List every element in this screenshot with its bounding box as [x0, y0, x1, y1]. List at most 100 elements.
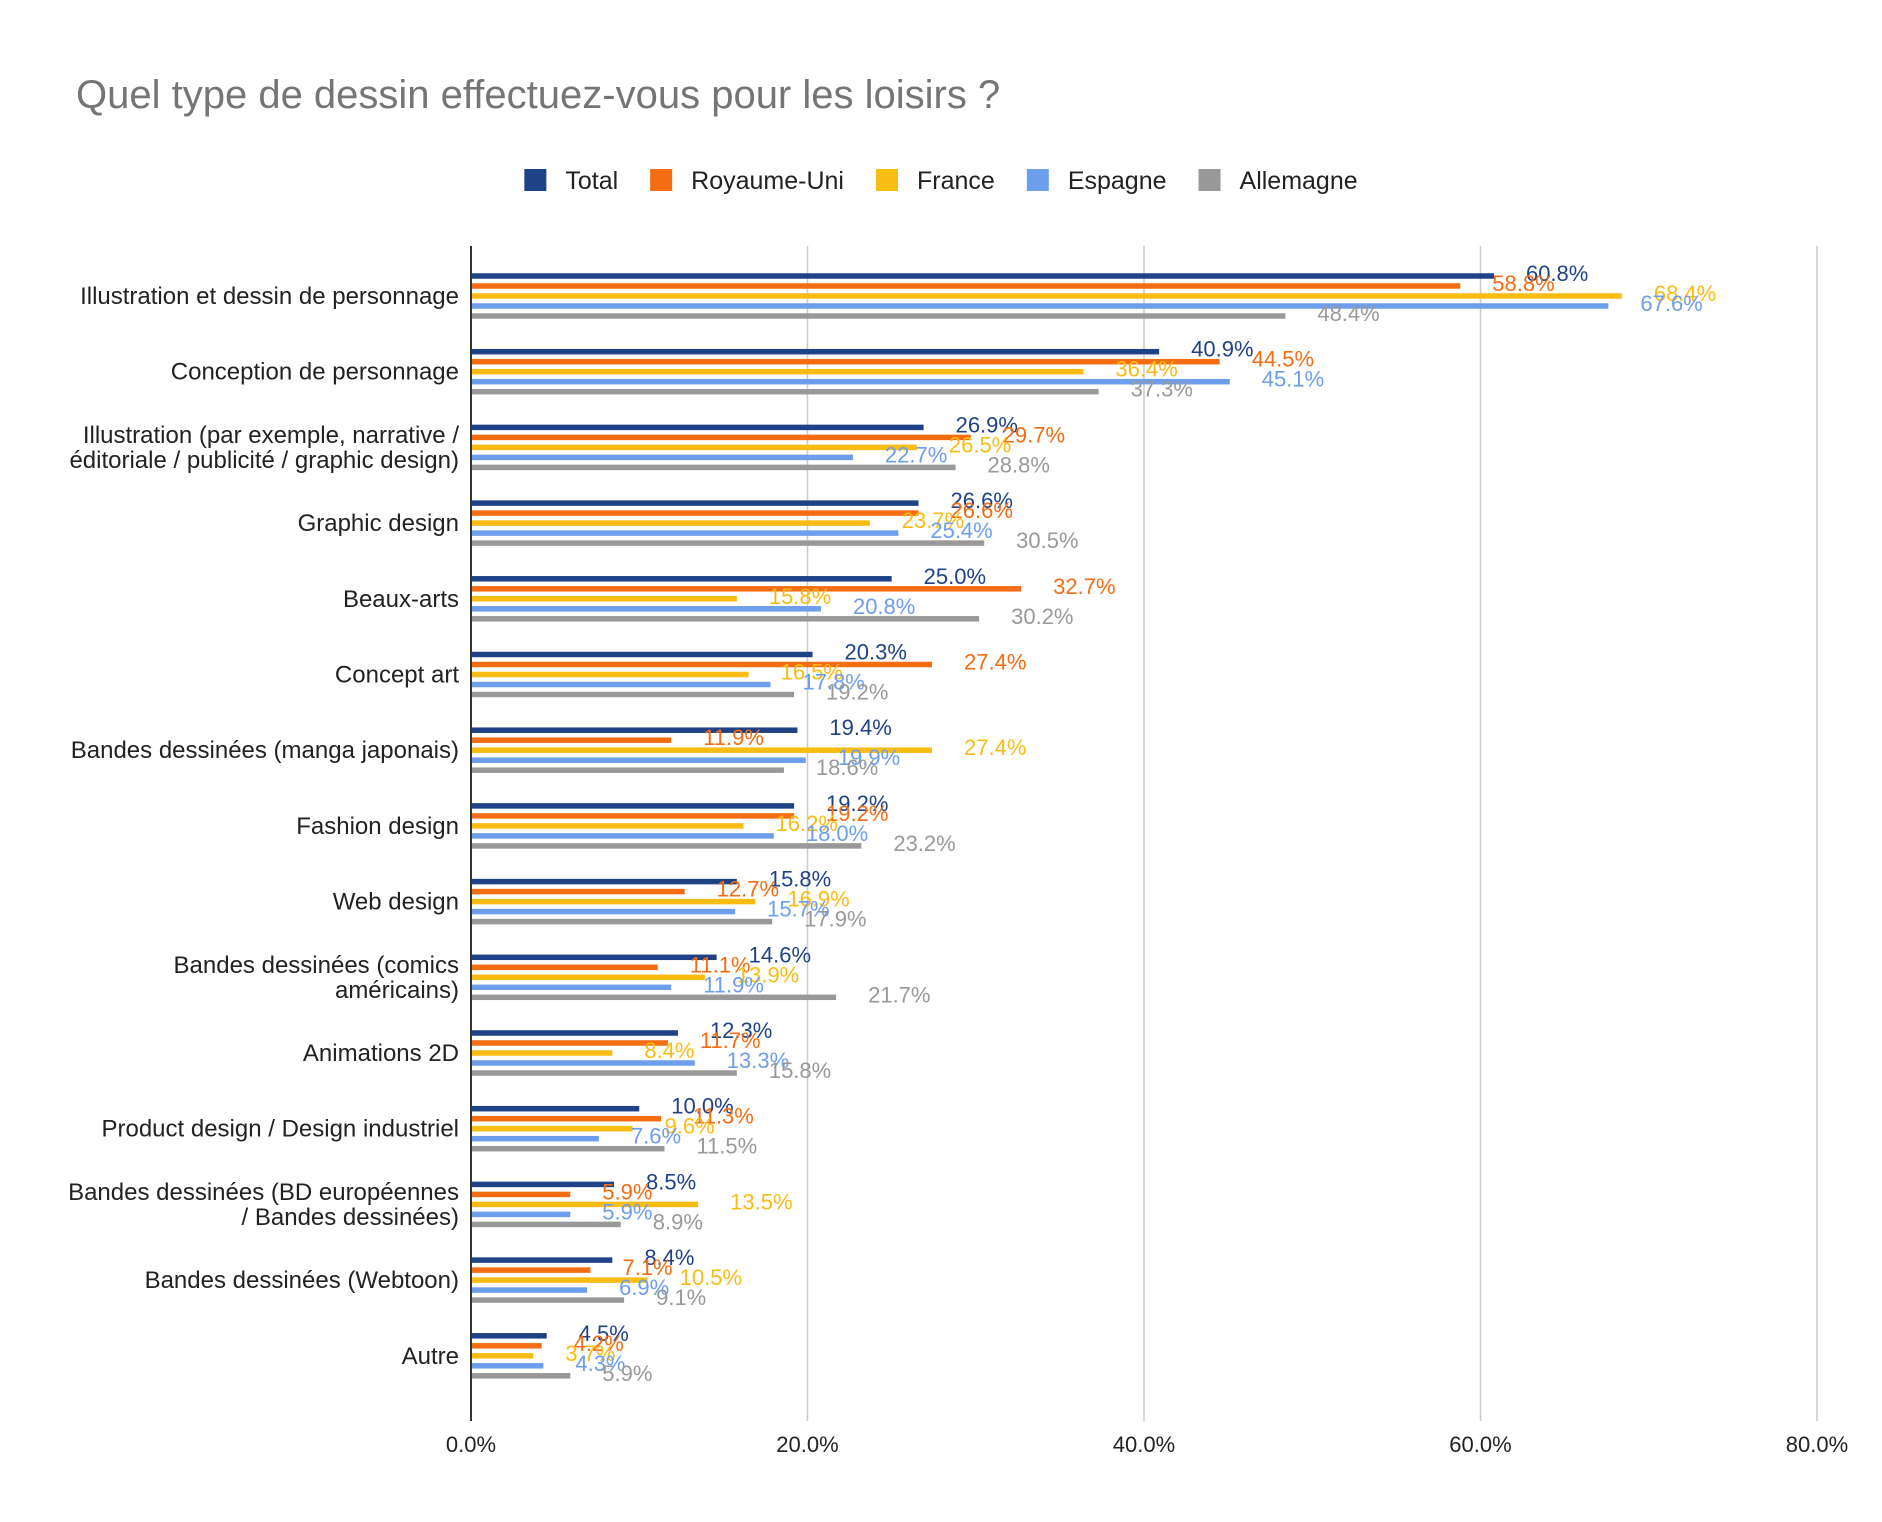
- bar: [471, 1030, 678, 1036]
- legend-label: France: [917, 167, 995, 195]
- bar: [471, 813, 795, 819]
- data-label: 58.8%: [1492, 271, 1554, 296]
- data-label: 40.9%: [1191, 337, 1253, 362]
- bar: [471, 313, 1286, 319]
- category-label: Web design: [333, 889, 459, 916]
- data-label: 26.9%: [956, 412, 1018, 437]
- data-label: 4.2%: [574, 1331, 624, 1356]
- bar: [471, 747, 933, 753]
- bar: [471, 898, 756, 905]
- data-label: 22.7%: [885, 442, 947, 467]
- bar: [471, 1040, 668, 1046]
- data-label: 20.3%: [845, 640, 907, 665]
- data-label: 19.4%: [829, 715, 891, 740]
- bars: [471, 273, 1622, 1379]
- data-label: 20.8%: [853, 594, 915, 619]
- category-label: Beaux-arts: [343, 586, 459, 613]
- x-tick-label: 80.0%: [1786, 1432, 1848, 1457]
- legend-item: Allemagne: [1198, 167, 1358, 195]
- legend-label: Royaume-Uni: [691, 167, 844, 195]
- data-label: 26.5%: [949, 432, 1011, 457]
- legend-swatch: [1026, 169, 1049, 191]
- data-label: 67.6%: [1640, 291, 1702, 316]
- legend-item: Espagne: [1026, 167, 1167, 195]
- bar: [471, 1373, 571, 1379]
- bar: [471, 1257, 613, 1263]
- bar: [471, 358, 1220, 365]
- bar: [471, 908, 736, 915]
- bar: [471, 1363, 544, 1369]
- category-label: Bandes dessinées (manga japonais): [71, 737, 459, 764]
- data-label: 15.7%: [767, 897, 829, 922]
- data-label: 37.3%: [1131, 377, 1193, 402]
- data-label: 11.3%: [693, 1104, 754, 1129]
- data-label: 11.1%: [690, 952, 751, 977]
- data-labels: 60.8%58.8% 68.4%67.6% 48.4% 40.9%44.5% 36.4%…: [565, 261, 1716, 1386]
- data-label: 19.2%: [826, 680, 888, 705]
- bar: [471, 520, 870, 526]
- category-label: / Bandes dessinées): [242, 1204, 459, 1231]
- data-label: 4.3%: [575, 1351, 625, 1376]
- bar: [471, 576, 892, 582]
- category-label: Bandes dessinées (comics: [174, 952, 459, 979]
- category-label: Illustration (par exemple, narrative /: [83, 422, 459, 449]
- bar: [471, 984, 672, 991]
- x-tick-label: 0.0%: [446, 1432, 496, 1457]
- data-label: 68.4%: [1654, 281, 1716, 306]
- data-label: 30.5%: [1016, 528, 1078, 553]
- bar: [471, 994, 837, 1001]
- bar: [471, 424, 924, 431]
- data-label: 23.2%: [893, 831, 955, 856]
- bar: [471, 1105, 640, 1112]
- data-label: 9.6%: [665, 1114, 715, 1139]
- bar: [471, 767, 784, 773]
- data-label: 19.2%: [826, 801, 888, 826]
- data-label: 30.2%: [1011, 604, 1073, 629]
- data-label: 9.1%: [656, 1285, 706, 1310]
- data-label: 21.7%: [868, 982, 930, 1007]
- bar: [471, 283, 1461, 289]
- data-label: 8.4%: [644, 1245, 694, 1270]
- data-label: 11.5%: [696, 1134, 757, 1159]
- bar: [471, 1201, 699, 1208]
- data-label: 28.8%: [988, 452, 1050, 477]
- data-label: 7.1%: [622, 1255, 672, 1280]
- category-labels: Illustration et dessin de personnage Conc…: [68, 283, 459, 1370]
- data-label: 5.9%: [602, 1199, 652, 1224]
- data-label: 26.6%: [951, 498, 1013, 523]
- bar: [471, 1070, 737, 1076]
- bar: [471, 1145, 665, 1152]
- data-label: 27.4%: [964, 650, 1026, 675]
- bar: [471, 1221, 621, 1228]
- category-label: Concept art: [335, 662, 459, 689]
- category-label: Product design / Design industriel: [101, 1116, 459, 1143]
- category-label: Autre: [402, 1343, 459, 1370]
- data-label: 15.8%: [769, 1058, 831, 1083]
- category-label: Graphic design: [298, 510, 459, 537]
- bar: [471, 823, 744, 829]
- bar: [471, 1297, 625, 1303]
- data-label: 17.9%: [804, 907, 866, 932]
- data-label: 15.8%: [769, 867, 831, 892]
- data-label: 15.8%: [769, 584, 831, 609]
- bar: [471, 803, 795, 809]
- data-label: 16.5%: [781, 660, 843, 685]
- category-label: Bandes dessinées (Webtoon): [145, 1267, 459, 1294]
- data-label: 8.9%: [653, 1209, 703, 1234]
- bar: [471, 510, 919, 516]
- bar: [471, 833, 774, 839]
- legend-swatch: [524, 169, 547, 191]
- category-label: éditoriale / publicité / graphic design): [69, 447, 459, 474]
- bar: [471, 1211, 571, 1218]
- data-label: 8.5%: [646, 1169, 696, 1194]
- bar: [471, 671, 749, 678]
- bar: [471, 843, 862, 849]
- data-label: 16.9%: [787, 887, 849, 912]
- data-label: 16.2%: [776, 811, 838, 836]
- bar: [471, 434, 971, 441]
- bar: [471, 1277, 648, 1283]
- bar: [471, 616, 980, 622]
- data-label: 13.9%: [737, 962, 799, 987]
- bar: [471, 1050, 613, 1056]
